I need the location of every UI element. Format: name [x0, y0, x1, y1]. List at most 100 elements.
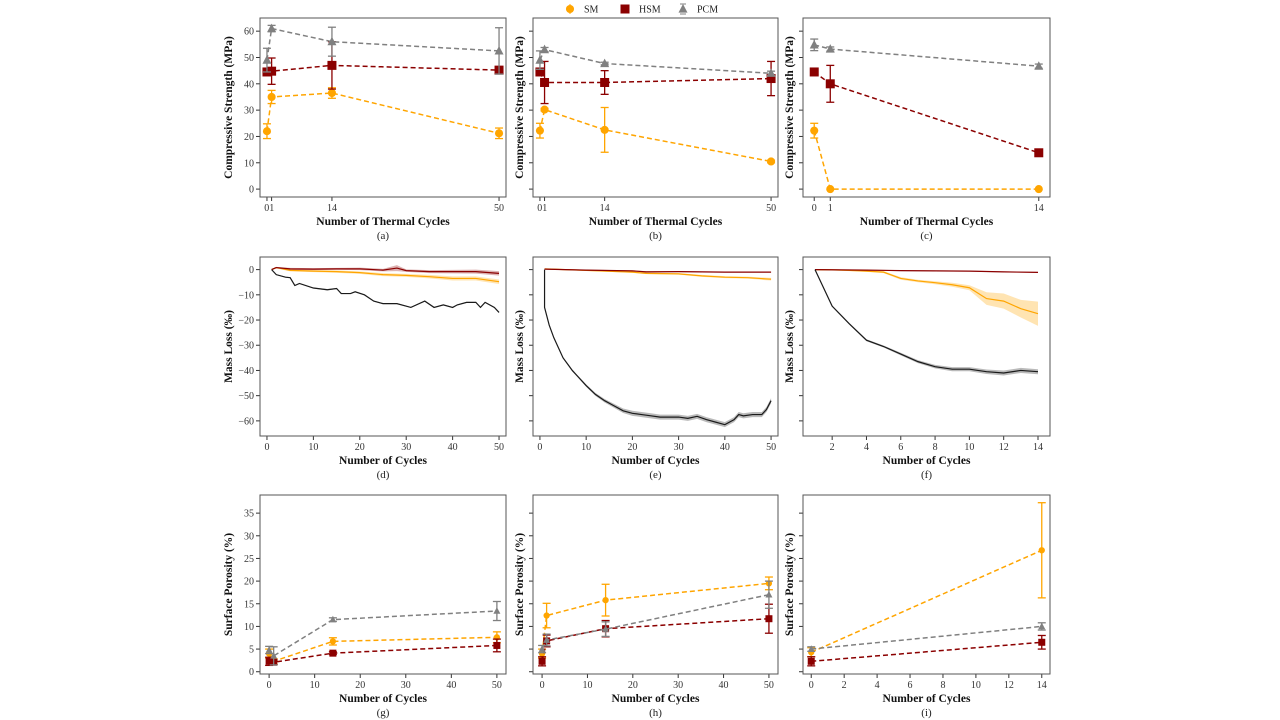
data-point	[329, 638, 337, 645]
series-hsm	[809, 64, 1044, 158]
x-tick-label: 30	[401, 442, 411, 453]
x-tick-label: 1	[828, 203, 833, 214]
data-point	[540, 77, 550, 87]
panel-label: (g)	[377, 707, 390, 719]
x-tick-label: 0	[540, 680, 545, 691]
series-sm	[810, 122, 1043, 194]
panel-e: 0 10 20 30 40 50 Number of Cycles (e) Mass Loss …	[514, 256, 779, 481]
series-pcm	[535, 44, 776, 77]
legend: SM HSM PCM	[565, 3, 718, 16]
x-tick-label: 2	[842, 680, 847, 691]
y-tick-label: 20	[244, 577, 254, 588]
data-point	[1038, 638, 1046, 646]
series-hsm	[271, 265, 500, 276]
series-pcm	[538, 580, 773, 654]
data-point	[600, 125, 609, 134]
plot-frame	[532, 256, 779, 437]
panel-label: (d)	[377, 469, 390, 481]
x-axis-label: Number of Thermal Cycles	[860, 216, 994, 228]
plot-frame	[259, 17, 507, 198]
plot-area	[535, 44, 776, 166]
data-point	[327, 60, 337, 70]
panel-b: 01 14 50 Number of Thermal Cycles (b) Compres…	[514, 17, 779, 242]
data-point	[267, 23, 277, 33]
data-point	[767, 157, 776, 166]
y-tick-label: 35	[244, 509, 254, 520]
x-tick-label: 0	[267, 680, 272, 691]
plot-frame	[802, 17, 1051, 198]
legend-marker	[678, 4, 688, 13]
x-tick-label: 6	[908, 680, 913, 691]
data-point	[765, 590, 773, 598]
data-point	[538, 645, 546, 652]
series-pcm	[807, 622, 1046, 652]
panel-c: 0 1 14 Number of Thermal Cycles (c) Compressi…	[784, 17, 1051, 242]
data-point	[809, 67, 819, 77]
y-tick-label: 15	[244, 599, 254, 610]
x-tick-label: 14	[1037, 680, 1047, 691]
panel-label: (c)	[920, 230, 933, 242]
x-axis-label: Number of Cycles	[612, 693, 700, 705]
data-point	[535, 67, 545, 77]
plot-area	[543, 268, 772, 428]
data-point	[1034, 61, 1044, 70]
data-point	[270, 652, 278, 659]
data-point	[543, 612, 550, 619]
x-tick-label: 50	[494, 442, 504, 453]
series-line	[268, 610, 497, 657]
plot-area	[262, 23, 504, 140]
panel-h: 0 10 20 30 40 50 Number of Cycles (h) Surface Po…	[514, 494, 779, 719]
data-point	[543, 636, 551, 643]
series-line	[813, 71, 1040, 154]
y-tick-label: 5	[249, 645, 254, 656]
data-point	[262, 127, 272, 136]
x-tick-label: 10	[971, 680, 981, 691]
x-axis-label: Number of Thermal Cycles	[589, 216, 723, 228]
x-tick-label: 0	[537, 442, 542, 453]
series-line	[544, 268, 772, 280]
y-axis-label: Surface Porosity (%)	[514, 533, 526, 636]
x-tick-label: 8	[940, 680, 945, 691]
x-tick-label: 01	[264, 203, 274, 214]
series-sm	[814, 269, 1039, 326]
x-axis-label: Number of Thermal Cycles	[316, 216, 450, 228]
data-point	[535, 55, 545, 64]
panel-g: 0 5 10 15 20 25 30 35 0 10 20 30 40 50 Number of Cycle…	[223, 494, 507, 719]
legend-marker	[620, 4, 630, 14]
legend-item-sm: SM	[565, 4, 599, 16]
series-line	[544, 268, 772, 273]
data-point	[267, 66, 277, 76]
x-axis-label: Number of Cycles	[339, 693, 427, 705]
y-tick-label: −60	[238, 416, 254, 427]
y-tick-label: 25	[244, 554, 254, 565]
data-point	[329, 649, 337, 657]
data-point	[327, 88, 336, 98]
series-hsm	[544, 268, 772, 273]
data-point	[807, 657, 815, 665]
x-tick-label: 0	[809, 680, 814, 691]
y-tick-label: −40	[238, 366, 254, 377]
confidence-band	[815, 269, 1038, 326]
data-point	[1034, 185, 1043, 194]
legend-label: PCM	[697, 5, 718, 16]
x-axis-label: Number of Cycles	[612, 455, 700, 467]
plot-frame	[532, 494, 779, 675]
y-tick-label: 10	[244, 158, 254, 169]
series-hsm	[265, 638, 501, 667]
series-line	[266, 64, 500, 73]
y-tick-label: −10	[238, 290, 254, 301]
panel-label: (i)	[921, 707, 932, 719]
y-tick-label: 10	[244, 622, 254, 633]
series-line	[814, 269, 1039, 374]
data-point	[538, 657, 546, 665]
data-point	[494, 129, 504, 138]
data-point	[493, 641, 501, 649]
series-sm	[262, 87, 504, 140]
x-tick-label: 40	[720, 442, 730, 453]
data-point	[329, 615, 337, 623]
data-point	[1034, 148, 1044, 158]
data-point	[493, 607, 501, 614]
panel-d: 0 −10 −20 −30 −40 −50 −60 0 10 20 30 40 50 Number of …	[223, 256, 507, 481]
y-axis-label: Mass Loss (‰)	[223, 310, 235, 383]
series-line	[271, 266, 500, 274]
